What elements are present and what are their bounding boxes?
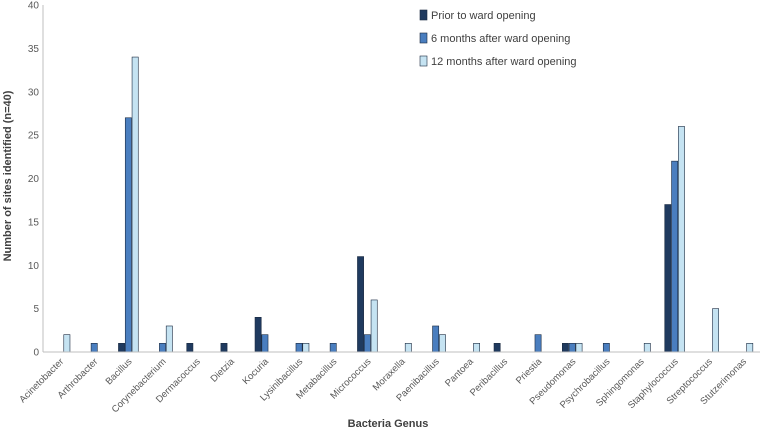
bar — [254, 316, 262, 353]
bar — [357, 256, 364, 353]
legend-swatch — [419, 9, 428, 21]
bar — [439, 334, 446, 353]
y-tick-label: 25 — [28, 131, 40, 142]
bar — [295, 343, 303, 353]
y-tick-label: 35 — [28, 44, 40, 55]
bar — [131, 56, 139, 353]
bar — [664, 204, 672, 353]
x-axis-title: Bacteria Genus — [348, 418, 429, 428]
bar — [63, 334, 71, 353]
x-tick-label: Bacillus — [104, 356, 135, 387]
x-tick-label: Kocuria — [240, 356, 271, 387]
bar — [493, 343, 501, 353]
y-tick-label: 5 — [33, 304, 39, 315]
legend-swatch — [419, 32, 428, 44]
bar — [671, 160, 679, 353]
bar — [404, 343, 412, 353]
bar — [678, 126, 685, 353]
legend-swatch — [419, 55, 428, 67]
bar — [329, 343, 337, 353]
bar — [712, 308, 719, 353]
x-tick-label: Pantoea — [443, 356, 476, 389]
bar — [370, 299, 378, 353]
bar — [746, 343, 754, 353]
bar — [534, 334, 542, 353]
bar — [473, 343, 480, 353]
y-axis-ticks: 0 5 10 15 20 25 30 35 40 — [28, 1, 40, 359]
bar-marks — [63, 56, 754, 353]
bar — [165, 325, 173, 353]
y-tick-label: 30 — [28, 87, 40, 98]
legend-label: 6 months after ward opening — [431, 33, 570, 45]
x-tick-label: Dietzia — [209, 356, 238, 385]
bar — [90, 343, 98, 353]
y-tick-label: 20 — [28, 174, 40, 185]
x-tick-label: Priestia — [514, 356, 545, 387]
bar — [159, 343, 166, 353]
y-axis-title: Number of sites identified (n=40) — [2, 90, 14, 261]
bar — [302, 343, 310, 353]
bar — [186, 343, 194, 353]
y-tick-label: 40 — [28, 1, 40, 12]
bar — [363, 334, 371, 353]
y-tick-label: 15 — [28, 217, 40, 228]
bar — [124, 117, 132, 353]
bar — [568, 343, 576, 353]
legend-label: 12 months after ward opening — [431, 56, 577, 68]
y-tick-label: 0 — [33, 348, 39, 359]
bar — [602, 343, 610, 353]
bar — [220, 343, 228, 353]
bar — [643, 343, 651, 353]
bar — [118, 343, 125, 353]
bar — [575, 343, 583, 353]
y-tick-label: 10 — [28, 261, 40, 272]
bar — [432, 325, 440, 353]
legend-label: Prior to ward opening — [431, 10, 536, 22]
bar — [562, 343, 569, 353]
legend: Prior to ward opening 6 months after ward… — [419, 9, 577, 68]
bar — [261, 334, 269, 353]
